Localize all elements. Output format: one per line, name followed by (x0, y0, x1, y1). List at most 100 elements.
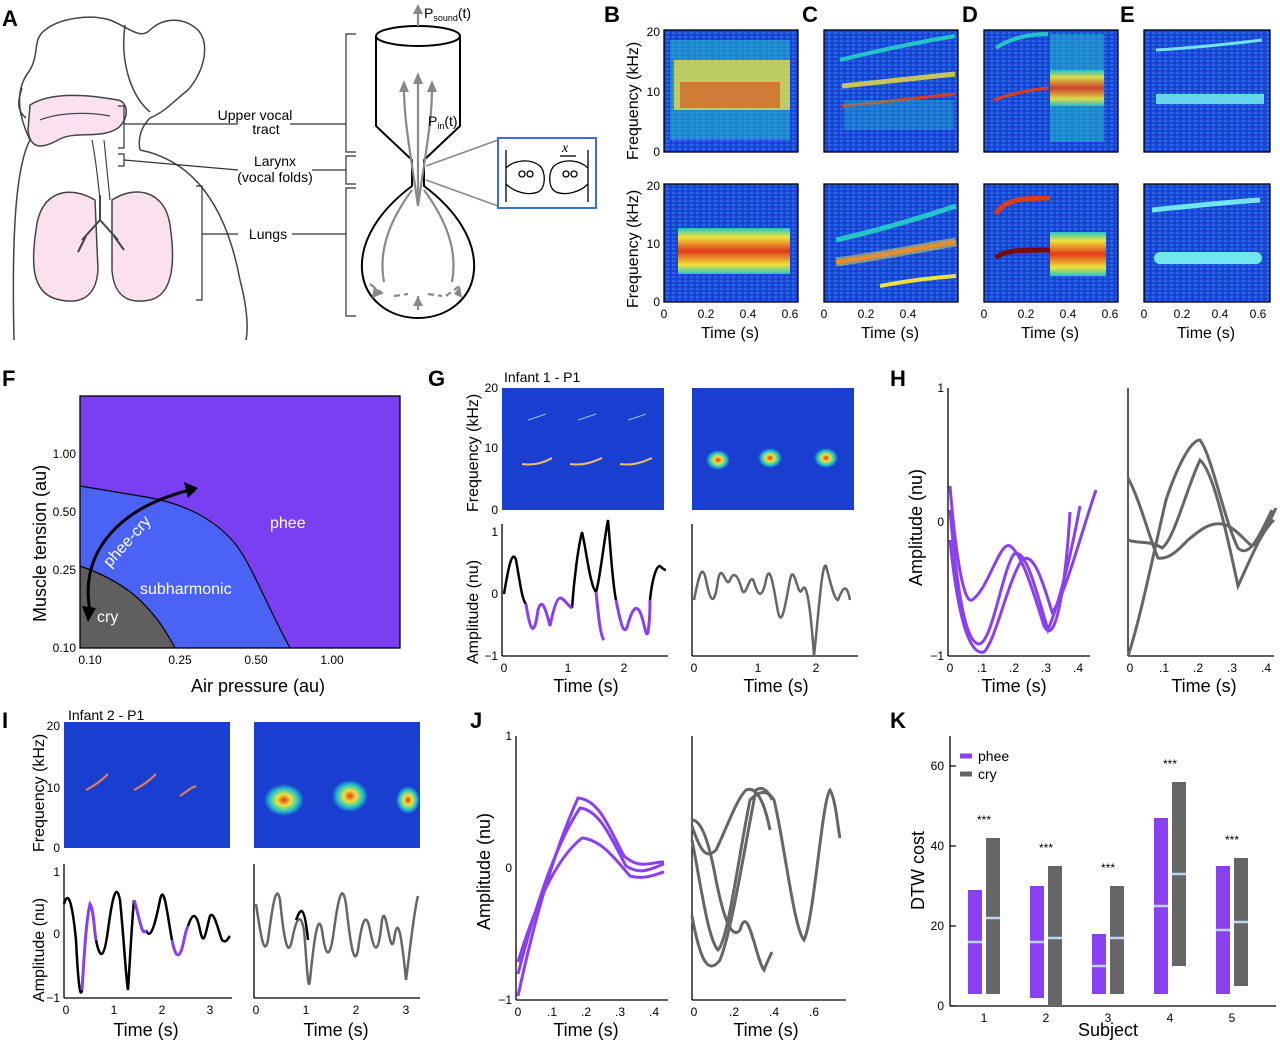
c-xtick-0: 0 (821, 307, 828, 321)
i-amp-ytick-0: 0 (53, 927, 60, 941)
g-amp-ylabel: Amplitude (nu) (465, 560, 482, 664)
h-xlabel-left: Time (s) (981, 676, 1046, 696)
g-spec-left (502, 388, 664, 510)
h-xtick-right-3: .3 (1227, 661, 1237, 675)
phee-label: phee (270, 515, 306, 532)
h-ytick-1: 1 (937, 381, 944, 395)
k-xtick-label: 3 (1105, 1011, 1112, 1025)
j-ytick-0: 0 (505, 861, 512, 875)
spectrogram-c-bottom (823, 183, 959, 303)
i-amp-ytick-neg1: −1 (46, 991, 60, 1005)
panel-a: A Upper vocal tract La (2, 4, 597, 341)
b-top-ytick-10: 10 (647, 85, 661, 99)
trachea-bronchi (77, 195, 125, 253)
f-xtick-3: 1.00 (320, 653, 344, 667)
panel-i-letter: I (2, 708, 8, 733)
panel-k-letter: K (890, 708, 906, 733)
h-xtick-right-1: .1 (1159, 661, 1169, 675)
j-xtick-left-3: .3 (615, 1005, 625, 1019)
i-title: Infant 2 - P1 (68, 707, 144, 723)
g-xtick-right-0: 0 (691, 661, 698, 675)
k-significance: *** (1039, 841, 1053, 855)
i-spec-ytick-0: 0 (53, 841, 60, 855)
g-amp-right (692, 564, 852, 657)
k-bar-cry (986, 838, 1000, 994)
f-xlabel: Air pressure (au) (191, 676, 325, 696)
f-ylabel: Muscle tension (au) (30, 465, 50, 622)
g-xtick-right-1: 1 (755, 661, 762, 675)
g-spec-ylabel: Frequency (kHz) (465, 394, 482, 512)
panel-d-letter: D (962, 2, 978, 27)
k-xtick-label: 2 (1043, 1011, 1050, 1025)
x-label: x (561, 141, 569, 156)
k-bar-cry (1110, 886, 1124, 994)
k-ytick-label: 60 (931, 759, 945, 773)
h-xtick-left-4: .4 (1073, 661, 1083, 675)
airflow-arrows (369, 8, 463, 310)
g-amp-ytick-1: 1 (491, 525, 498, 539)
h-phee-traces (948, 485, 1098, 654)
panel-k: K 0 20 40 60 *** *** *** *** *** 1 2 3 4 5 phee cry… (890, 708, 1276, 1040)
j-xtick-left-4: .4 (649, 1005, 659, 1019)
i-amp-ytick-1: 1 (53, 865, 60, 879)
cry-region (80, 566, 175, 648)
k-ytick-label: 40 (931, 839, 945, 853)
panel-f: F phee subharmonic cry phee-cry Muscle t… (2, 366, 401, 696)
label-lungs: Lungs (249, 226, 287, 242)
k-ticks: 0 20 40 60 (931, 759, 956, 1013)
j-ylabel: Amplitude (nu) (474, 813, 494, 930)
k-significance: *** (1101, 861, 1115, 875)
g-xlabel-left: Time (s) (553, 676, 618, 696)
i-xtick-left-2: 2 (159, 1003, 166, 1017)
b-bottom-ytick-0: 0 (653, 295, 660, 309)
j-cry-traces (690, 786, 842, 973)
h-cry-traces (1126, 438, 1278, 657)
subharmonic-label: subharmonic (140, 581, 232, 598)
d-xtick-2: 0.4 (1060, 307, 1077, 321)
h-xtick-left-1: .1 (977, 661, 987, 675)
h-xtick-left-0: 0 (947, 661, 954, 675)
h-xtick-left-3: .3 (1041, 661, 1051, 675)
k-significance: *** (977, 813, 991, 827)
g-spec-ytick-1: 10 (485, 441, 499, 455)
model-brackets (345, 33, 356, 317)
h-xtick-right-0: 0 (1127, 661, 1134, 675)
c-xlabel: Time (s) (861, 325, 919, 342)
panel-a-letter: A (2, 6, 18, 31)
b-top-ytick-20: 20 (647, 25, 661, 39)
h-xtick-right-2: .2 (1193, 661, 1203, 675)
g-xtick-left-2: 2 (621, 661, 628, 675)
arrowheads (372, 4, 462, 306)
p-sound-label: Psound(t) (424, 5, 471, 23)
panel-i: I Infant 2 - P1 Frequency (kHz) 0 10 20 … (2, 707, 420, 1040)
j-xlabel-right: Time (s) (733, 1020, 798, 1040)
j-xtick-right-3: .6 (809, 1005, 819, 1019)
i-xtick-right-1: 1 (303, 1003, 310, 1017)
b-top-ylabel: Frequency (kHz) (625, 42, 642, 160)
i-xtick-right-3: 3 (403, 1003, 410, 1017)
vocal-fold-inset: x (425, 137, 597, 209)
k-ytick-label: 0 (937, 999, 944, 1013)
panel-c-letter: C (802, 2, 818, 27)
d-xtick-1: 0.2 (1018, 307, 1035, 321)
i-spec-ytick-2: 20 (47, 719, 61, 733)
e-xtick-3: 0.6 (1250, 307, 1267, 321)
k-xlabel: Subject (1078, 1020, 1138, 1040)
spectrogram-b-top (663, 29, 799, 153)
k-legend: phee cry (960, 748, 1009, 782)
i-xtick-left-0: 0 (63, 1003, 70, 1017)
spectrogram-e-bottom (1143, 183, 1271, 303)
k-xtick-label: 5 (1229, 1011, 1236, 1025)
i-xlabel-right: Time (s) (303, 1020, 368, 1040)
k-bar-cry (1048, 866, 1062, 1006)
i-xtick-left-1: 1 (111, 1003, 118, 1017)
f-ytick-3: 1.00 (53, 447, 77, 461)
p-in-label: Pin(t) (428, 113, 458, 131)
g-title: Infant 1 - P1 (504, 369, 580, 385)
panel-e-letter: E (1120, 2, 1135, 27)
h-xtick-right-4: .4 (1261, 661, 1271, 675)
j-phee-traces (516, 796, 665, 997)
panel-j-letter: J (470, 708, 482, 733)
k-ytick-label: 20 (931, 919, 945, 933)
i-xtick-right-0: 0 (253, 1003, 260, 1017)
